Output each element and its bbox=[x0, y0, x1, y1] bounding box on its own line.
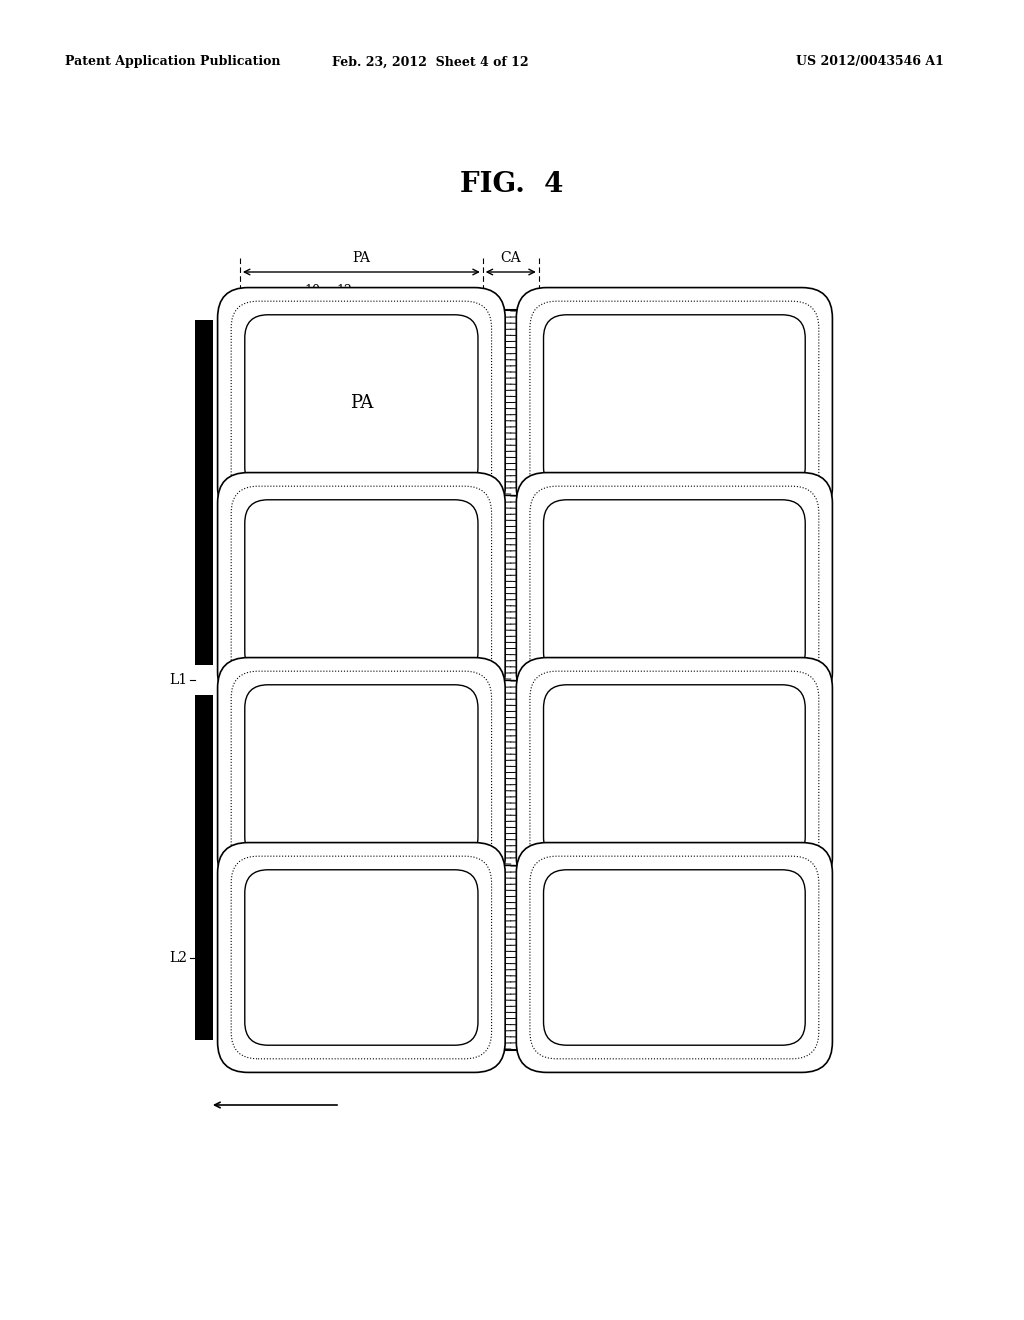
FancyBboxPatch shape bbox=[530, 671, 819, 874]
FancyBboxPatch shape bbox=[217, 288, 505, 517]
Text: PA: PA bbox=[349, 393, 373, 412]
FancyBboxPatch shape bbox=[245, 685, 478, 861]
FancyBboxPatch shape bbox=[544, 314, 805, 490]
Text: 12: 12 bbox=[337, 284, 352, 297]
FancyBboxPatch shape bbox=[516, 473, 833, 702]
Text: Patent Application Publication: Patent Application Publication bbox=[65, 55, 281, 69]
FancyBboxPatch shape bbox=[217, 473, 505, 702]
FancyBboxPatch shape bbox=[217, 842, 505, 1072]
Text: 10: 10 bbox=[305, 284, 321, 297]
FancyBboxPatch shape bbox=[231, 857, 492, 1059]
FancyBboxPatch shape bbox=[516, 842, 833, 1072]
FancyBboxPatch shape bbox=[516, 657, 833, 887]
Text: US 2012/0043546 A1: US 2012/0043546 A1 bbox=[796, 55, 944, 69]
Text: CA: CA bbox=[501, 251, 521, 265]
FancyBboxPatch shape bbox=[217, 657, 505, 887]
FancyBboxPatch shape bbox=[231, 486, 492, 689]
Bar bbox=[195, 694, 213, 1040]
FancyBboxPatch shape bbox=[245, 314, 478, 490]
FancyBboxPatch shape bbox=[544, 685, 805, 861]
FancyBboxPatch shape bbox=[530, 301, 819, 504]
Text: L1: L1 bbox=[169, 673, 187, 686]
Text: FIG.  4: FIG. 4 bbox=[461, 172, 563, 198]
FancyBboxPatch shape bbox=[245, 870, 478, 1045]
Text: Feb. 23, 2012  Sheet 4 of 12: Feb. 23, 2012 Sheet 4 of 12 bbox=[332, 55, 528, 69]
Bar bbox=[195, 319, 213, 665]
Text: PA: PA bbox=[352, 251, 371, 265]
FancyBboxPatch shape bbox=[231, 671, 492, 874]
FancyBboxPatch shape bbox=[530, 857, 819, 1059]
FancyBboxPatch shape bbox=[544, 500, 805, 676]
FancyBboxPatch shape bbox=[544, 870, 805, 1045]
FancyBboxPatch shape bbox=[530, 486, 819, 689]
Bar bbox=[240, 310, 810, 1049]
FancyBboxPatch shape bbox=[516, 288, 833, 517]
FancyBboxPatch shape bbox=[245, 500, 478, 676]
Text: L2: L2 bbox=[169, 950, 187, 965]
FancyBboxPatch shape bbox=[231, 301, 492, 504]
